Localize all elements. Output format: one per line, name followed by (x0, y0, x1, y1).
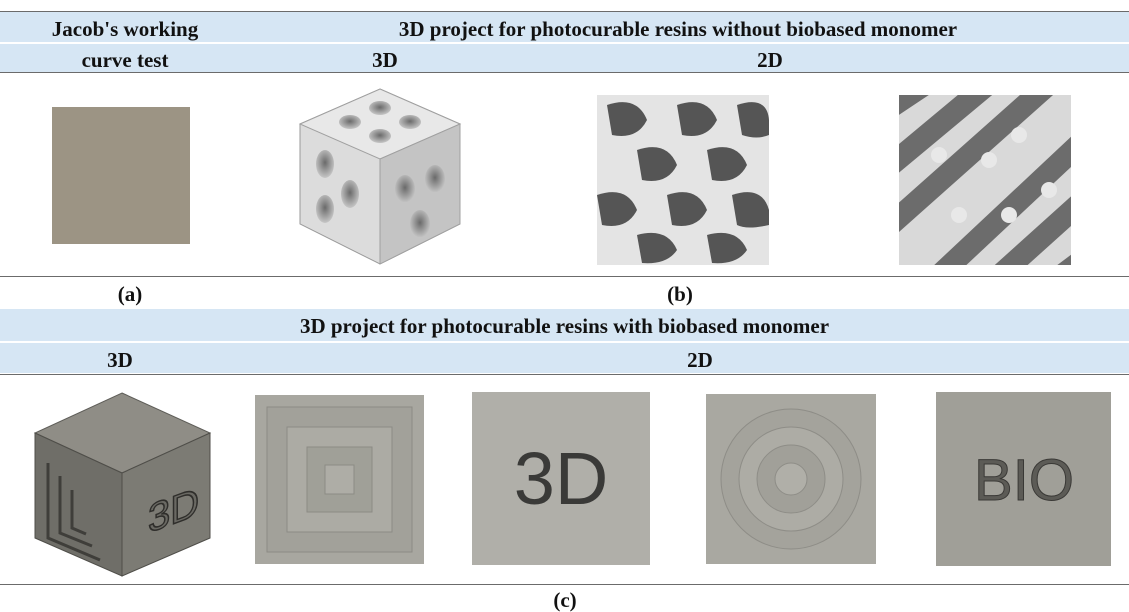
text-bio-tile-image: BIO (936, 392, 1111, 566)
working-curve-square-image (52, 107, 190, 244)
header-col-b-sub-2d: 2D (757, 48, 783, 72)
caption-b: (b) (667, 282, 693, 306)
header-col-b-sub-3d: 3D (372, 48, 398, 72)
tile-3d-label: 3D (514, 437, 609, 520)
rule-above-caption-c (0, 584, 1129, 585)
concentric-circles-tile-image (706, 394, 876, 564)
gyroid-3d-cube-image (295, 84, 465, 269)
header-band-bottom-1 (0, 309, 1129, 341)
header-bottom-title: 3D project for photocurable resins with … (299, 314, 830, 338)
rule-top (0, 11, 1129, 12)
header-col-b-title: 3D project for photocurable resins witho… (398, 17, 958, 41)
header-band-bottom-2 (0, 343, 1129, 373)
header-band-top-2 (0, 44, 1129, 72)
rule-above-caption-ab (0, 276, 1129, 277)
caption-a: (a) (117, 282, 143, 306)
square-rings-tile-image (255, 395, 424, 564)
gyroid-2d-pattern-2-image (899, 95, 1071, 265)
rule-under-bottom-header (0, 374, 1129, 375)
header-bottom-sub-2d: 2D (687, 348, 713, 372)
caption-c: (c) (553, 588, 577, 612)
header-col-a-line1: Jacob's working (51, 17, 199, 41)
rule-under-header (0, 72, 1129, 73)
text-3d-tile-image: 3D (472, 392, 650, 565)
header-col-a-line2: curve test (81, 48, 169, 72)
header-bottom-sub-3d: 3D (107, 348, 133, 372)
header-band-top-1 (0, 12, 1129, 42)
bio-3d-cube-image: 3D (30, 388, 215, 578)
tile-bio-label: BIO (974, 448, 1074, 513)
gyroid-2d-pattern-1-image (597, 95, 769, 265)
